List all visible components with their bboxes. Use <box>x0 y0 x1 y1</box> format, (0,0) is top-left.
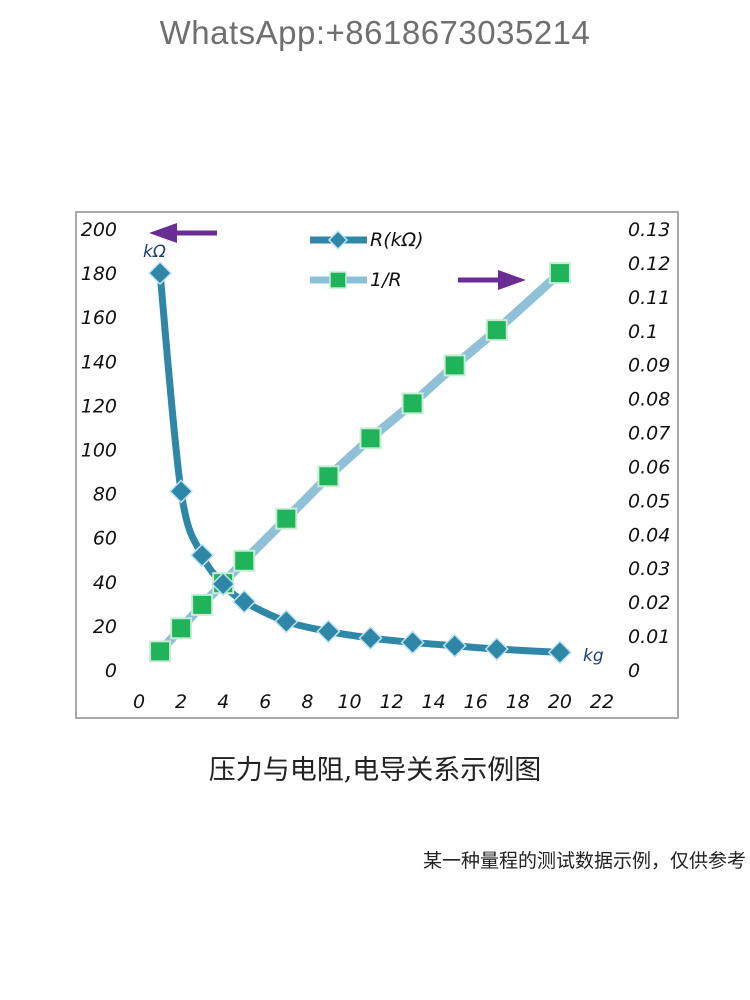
x-axis-unit: kg <box>583 646 604 666</box>
right-tick-label: 0 <box>628 660 640 682</box>
r-point <box>211 571 236 597</box>
inverse-r-point <box>485 319 508 342</box>
watermark-text: WhatsApp:+8618673035214 <box>159 14 591 51</box>
r-point <box>169 479 194 504</box>
r-point <box>316 619 341 644</box>
right-tick-label: 0.13 <box>628 219 670 241</box>
right-tick-label: 0.1 <box>628 321 658 343</box>
r-point <box>442 633 467 658</box>
x-tick-label: 2 <box>175 691 187 713</box>
left-tick-label: 60 <box>93 528 117 550</box>
r-point <box>484 636 509 662</box>
r-point <box>147 261 173 286</box>
inverse-r-point <box>233 549 256 572</box>
inverse-r-point <box>359 427 382 450</box>
legend-label-r: R(kΩ) <box>370 229 424 251</box>
x-tick-label: 10 <box>337 691 361 713</box>
inverse-r-point <box>443 354 466 377</box>
inverse-r-point <box>191 593 214 616</box>
right-tick-label: 0.08 <box>628 389 670 411</box>
left-tick-label: 100 <box>81 440 117 462</box>
left-tick-label: 200 <box>81 219 117 241</box>
left-tick-label: 80 <box>93 484 117 506</box>
left-tick-label: 120 <box>81 395 117 417</box>
r-point <box>190 543 215 568</box>
x-tick-label: 18 <box>506 691 530 713</box>
right-tick-label: 0.02 <box>628 592 670 614</box>
x-tick-label: 20 <box>548 691 572 713</box>
right-tick-label: 0.04 <box>628 524 670 546</box>
right-tick-label: 0.01 <box>628 626 670 648</box>
legend-entry-r: R(kΩ) <box>310 229 424 251</box>
right-tick-label: 0.11 <box>628 287 670 309</box>
chart-legend: R(kΩ) 1/R <box>310 229 424 291</box>
left-arrow-icon <box>149 223 217 243</box>
legend-entry-inverse-r: 1/R <box>310 269 402 291</box>
r-point <box>547 640 572 665</box>
inverse-r-point <box>548 262 571 285</box>
x-tick-label: 14 <box>422 691 446 713</box>
inverse-r-point <box>401 392 424 415</box>
right-axis-ticks: 0 0.01 0.02 0.03 0.04 0.05 0.06 0.07 0.08 0.09 0.1… <box>628 219 670 682</box>
right-tick-label: 0.03 <box>628 558 670 580</box>
r-point <box>400 630 425 655</box>
right-tick-label: 0.09 <box>628 355 670 377</box>
right-tick-label: 0.07 <box>628 423 670 445</box>
right-tick-label: 0.06 <box>628 456 670 478</box>
legend-label-inverse-r: 1/R <box>370 269 402 291</box>
left-tick-label: 20 <box>93 616 117 638</box>
left-tick-label: 160 <box>81 307 117 329</box>
x-tick-label: 0 <box>133 691 145 713</box>
right-arrow-icon <box>458 270 526 290</box>
r-point <box>274 609 299 634</box>
chart-caption: 压力与电阻,电导关系示例图 <box>208 755 542 786</box>
left-axis-unit: kΩ <box>143 242 166 262</box>
disclaimer-note: 某一种量程的测试数据示例，仅供参考 <box>422 850 746 872</box>
series-layer <box>147 261 572 665</box>
left-axis-ticks: 0 20 40 60 80 100 120 140 160 180 200 <box>81 219 117 682</box>
r-point <box>232 589 257 614</box>
left-tick-label: 0 <box>105 660 117 682</box>
x-tick-label: 4 <box>217 691 229 713</box>
x-tick-label: 22 <box>590 691 614 713</box>
chart-frame: 0 20 40 60 80 100 120 140 160 180 200 0 0.01 0.02 0.0… <box>75 211 679 719</box>
left-tick-label: 140 <box>81 351 117 373</box>
x-tick-label: 6 <box>259 691 271 713</box>
x-axis-ticks: 0 2 4 6 8 10 12 14 16 18 20 22 <box>133 691 614 713</box>
x-tick-label: 8 <box>301 691 313 713</box>
right-tick-label: 0.12 <box>628 253 670 275</box>
inverse-r-point <box>149 640 172 663</box>
inverse-r-point <box>170 617 193 640</box>
inverse-r-point <box>275 507 298 530</box>
left-tick-label: 180 <box>81 263 117 285</box>
x-tick-label: 12 <box>379 691 403 713</box>
x-tick-label: 16 <box>464 691 488 713</box>
right-tick-label: 0.05 <box>628 490 670 512</box>
inverse-r-point <box>317 465 340 488</box>
r-point <box>358 625 383 651</box>
left-tick-label: 40 <box>93 572 117 594</box>
